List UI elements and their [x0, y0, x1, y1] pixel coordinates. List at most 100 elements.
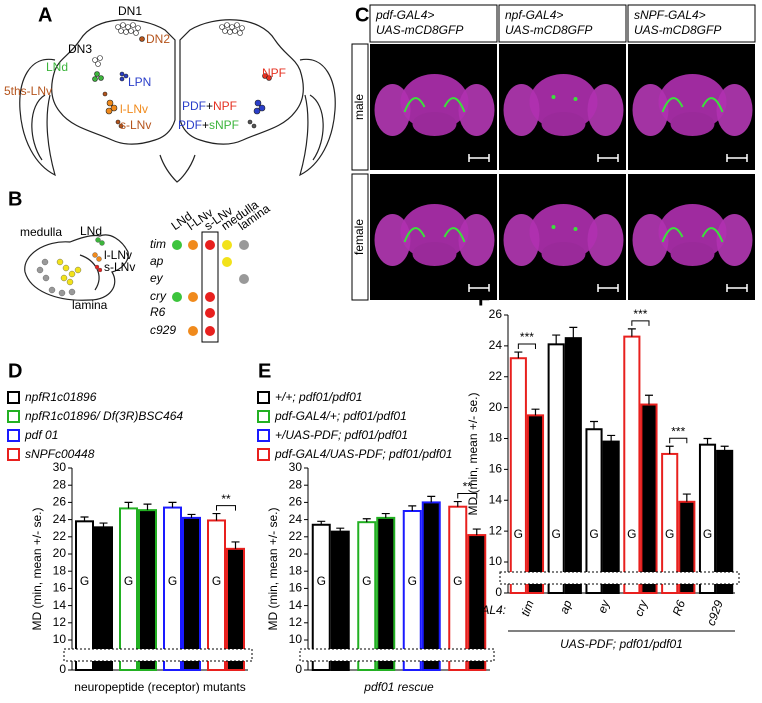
central-brain-img	[412, 112, 457, 136]
legend-swatch	[257, 391, 270, 404]
error-bar	[212, 512, 221, 521]
error-bar	[627, 328, 636, 337]
panel-label: D	[8, 360, 22, 382]
region-label-part: NPF	[213, 99, 237, 113]
channel-label: GFP	[633, 270, 658, 284]
central-brain-img	[541, 112, 586, 136]
channel-label: nc82	[633, 153, 659, 167]
central-brain-img	[400, 74, 469, 130]
legend-swatch	[7, 448, 20, 461]
x-axis-label: UAS-PDF; pdf01/pdf01	[560, 637, 683, 651]
bar-letter: S	[473, 590, 481, 604]
sig-stars: **	[463, 480, 473, 494]
axis-break	[499, 571, 740, 585]
region-label-part: PDF	[178, 118, 202, 132]
error-bar	[514, 351, 523, 359]
lobe-label: medulla	[20, 225, 62, 239]
expression-dot	[188, 240, 198, 250]
region-label-part: DN3	[68, 42, 92, 56]
column-header: pdf-GAL4>	[375, 8, 434, 22]
y-tick-label: 16	[289, 581, 303, 595]
sig-stars: ***	[520, 330, 534, 344]
bar-letter: S	[645, 542, 653, 556]
bar-letter: S	[721, 542, 729, 556]
legend-label: +/+; pdf01/pdf01	[275, 390, 362, 404]
expression-dot	[205, 308, 215, 318]
y-tick-label: 26	[489, 307, 503, 321]
legend-label: npfR1c01896/ Df(3R)BSC464	[25, 409, 183, 423]
error-bar	[453, 500, 462, 507]
axis-break	[299, 648, 495, 662]
brain-outline	[19, 19, 336, 183]
error-bar	[168, 501, 177, 508]
error-bar	[665, 445, 674, 454]
scale-bar	[468, 284, 490, 292]
y-tick-label: 0	[295, 662, 302, 676]
y-tick-label: 20	[289, 546, 303, 560]
channel-label: GFP	[375, 270, 400, 284]
lobe-label: s-LNv	[104, 260, 135, 274]
region-label: l-LNv	[120, 102, 148, 116]
central-brain-img	[658, 74, 727, 130]
row-header: female	[352, 219, 366, 255]
y-tick-label: 10	[489, 554, 503, 568]
bar-letter: S	[607, 542, 615, 556]
y-tick-label: 0	[495, 585, 502, 599]
central-brain-img	[400, 204, 469, 260]
y-tick-label: 14	[53, 598, 67, 612]
sig-stars: ***	[671, 424, 685, 438]
axis-break	[63, 648, 253, 662]
channel-label: GFP	[504, 270, 529, 284]
bar-letter: G	[168, 574, 177, 588]
y-tick-label: 20	[489, 400, 503, 414]
bar	[585, 428, 603, 594]
y-tick-label: 12	[53, 615, 67, 629]
row-label: ap	[150, 254, 164, 268]
error-bar	[381, 512, 390, 518]
error-bar	[569, 326, 578, 339]
y-tick-label: 16	[53, 581, 67, 595]
bar-letter: G	[589, 527, 598, 541]
error-bar	[317, 520, 326, 525]
scale-bar	[597, 284, 619, 292]
region-label: NPF	[262, 66, 286, 80]
gfp-signal	[403, 227, 466, 243]
channel-label: nc82	[375, 153, 401, 167]
region-label-part: l-LNv	[120, 102, 148, 116]
error-bar	[336, 527, 345, 532]
region-label-part: DN1	[118, 4, 142, 18]
legend-label: npfR1c01896	[25, 390, 97, 404]
scale-bar	[726, 284, 748, 292]
region-label-part: NPF	[262, 66, 286, 80]
y-tick-label: 26	[289, 495, 303, 509]
region-label-part: DN2	[146, 32, 170, 46]
bar-letter: G	[212, 574, 221, 588]
error-bar	[472, 528, 481, 536]
bar	[526, 414, 545, 594]
y-tick-label: 28	[289, 477, 303, 491]
bar	[357, 521, 377, 671]
channel-label: nc82	[375, 283, 401, 297]
bar	[547, 343, 565, 594]
error-bar	[590, 420, 599, 430]
expression-dot	[222, 257, 232, 267]
y-tick-label: 24	[53, 512, 67, 526]
row-label: ey	[150, 271, 164, 285]
channel-label: GFP	[633, 140, 658, 154]
region-label: PDF+sNPF	[178, 118, 239, 132]
region-label-part: +	[202, 118, 209, 132]
bar	[421, 501, 441, 671]
error-bar	[80, 516, 89, 522]
bar-letter: G	[124, 574, 133, 588]
y-tick-label: 26	[53, 495, 67, 509]
channel-label: nc82	[504, 153, 530, 167]
central-brain-img	[670, 242, 715, 266]
y-tick-label: 14	[489, 492, 503, 506]
panel-label: F	[478, 288, 490, 310]
column-header: UAS-mCD8GFP	[505, 23, 592, 37]
central-brain-img	[541, 242, 586, 266]
row-box	[351, 173, 369, 301]
error-bar	[187, 513, 196, 518]
